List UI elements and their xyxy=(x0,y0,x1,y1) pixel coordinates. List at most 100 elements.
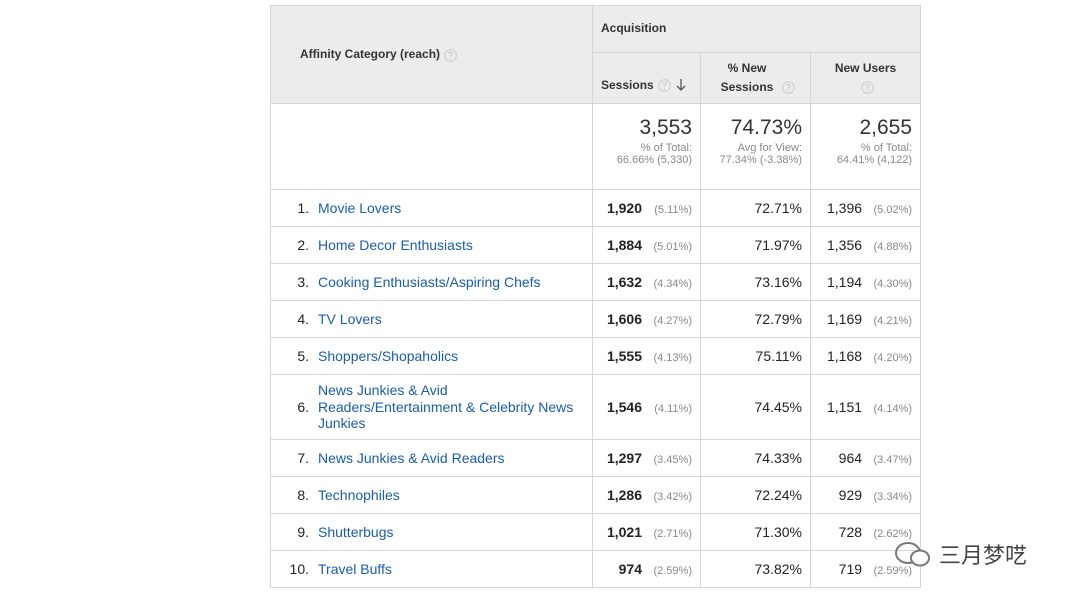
new-users-value: 1,151 xyxy=(826,399,863,415)
watermark-icon xyxy=(895,542,930,567)
column-label: Sessions xyxy=(601,77,654,92)
new-users-share: (5.02%) xyxy=(873,204,913,216)
header-row: Affinity Category (reach) Acquisition xyxy=(270,5,922,104)
help-icon[interactable] xyxy=(782,81,795,95)
new-sessions-cell: 72.79% xyxy=(700,300,811,338)
rank: 5. xyxy=(297,348,309,364)
total-note: % of Total: xyxy=(860,142,913,154)
new-users-value: 719 xyxy=(838,561,863,577)
category-wrap: 6. News Junkies & Avid Readers/Entertainm… xyxy=(279,382,584,432)
new-sessions-cell: 74.45% xyxy=(700,374,811,440)
sessions-cell: 1,546 (4.11%) xyxy=(592,374,701,440)
total-note: Avg for View: xyxy=(737,142,802,154)
sessions-value: 1,021 xyxy=(606,524,642,540)
category-link[interactable]: Movie Lovers xyxy=(318,199,402,216)
help-icon[interactable] xyxy=(444,48,457,62)
new-sessions-cell: 74.33% xyxy=(700,439,811,477)
column-header[interactable]: New Users xyxy=(809,52,922,104)
totals-empty xyxy=(270,103,593,190)
sessions-value: 1,632 xyxy=(606,274,642,290)
totals-row: 3,553% of Total: 66.66% (5,330) 74.73% Avg … xyxy=(270,103,922,190)
category-link[interactable]: Home Decor Enthusiasts xyxy=(318,236,473,253)
rank: 1. xyxy=(297,200,309,216)
category-link[interactable]: Technophiles xyxy=(318,486,400,503)
category-wrap: 10. Travel Buffs xyxy=(279,561,584,578)
sessions-cell: 1,555 (4.13%) xyxy=(592,337,701,375)
category-cell: 7. News Junkies & Avid Readers xyxy=(270,439,593,477)
help-icon[interactable] xyxy=(657,79,671,92)
new-users-cell: 1,168 (4.20%) xyxy=(809,337,922,375)
new-sessions-cell: 71.30% xyxy=(700,513,811,551)
sessions-share: (3.45%) xyxy=(653,454,692,466)
sessions-value: 1,920 xyxy=(606,200,642,216)
sessions-share: (4.34%) xyxy=(653,278,692,290)
new-users-cell: 1,396 (5.02%) xyxy=(809,189,922,227)
new-users-cell: 1,169 (4.21%) xyxy=(809,300,922,338)
total-value: 3,553 xyxy=(639,116,692,139)
sessions-cell: 1,884 (5.01%) xyxy=(592,226,701,264)
sessions-cell: 1,297 (3.45%) xyxy=(592,439,701,477)
data-row: 5. Shoppers/Shopaholics 1,555 (4.13%) 75.11%… xyxy=(270,337,922,375)
sessions-cell: 1,286 (3.42%) xyxy=(592,476,701,514)
sessions-value: 1,546 xyxy=(606,399,642,415)
category-cell: 3. Cooking Enthusiasts/Aspiring Chefs xyxy=(270,263,593,301)
new-users-value: 1,396 xyxy=(826,200,863,216)
column-header[interactable]: Sessions xyxy=(592,52,701,104)
rank: 2. xyxy=(297,237,309,253)
data-row: 3. Cooking Enthusiasts/Aspiring Chefs 1,63… xyxy=(270,263,922,301)
new-users-share: (2.59%) xyxy=(873,565,913,577)
category-wrap: 4. TV Lovers xyxy=(279,311,584,328)
new-users-value: 1,168 xyxy=(826,348,863,364)
sessions-share: (3.42%) xyxy=(653,491,692,503)
new-users-share: (4.88%) xyxy=(873,241,913,253)
total-detail: 66.66% (5,330) xyxy=(616,154,692,166)
sessions-share: (5.01%) xyxy=(653,241,692,253)
sessions-value: 1,555 xyxy=(606,348,642,364)
category-cell: 8. Technophiles xyxy=(270,476,593,514)
new-users-value: 929 xyxy=(838,487,863,503)
column-header[interactable]: % New Sessions xyxy=(700,52,811,104)
new-users-share: (4.21%) xyxy=(873,315,913,327)
sessions-cell: 1,920 (5.11%) xyxy=(592,189,701,227)
sessions-cell: 1,606 (4.27%) xyxy=(592,300,701,338)
new-users-value: 1,194 xyxy=(826,274,863,290)
data-row: 10. Travel Buffs 974 (2.59%) 73.82% 719 (2.59%… xyxy=(270,550,922,588)
new-sessions-cell: 75.11% xyxy=(700,337,811,375)
category-cell: 2. Home Decor Enthusiasts xyxy=(270,226,593,264)
category-link[interactable]: News Junkies & Avid Readers xyxy=(318,449,505,466)
help-icon[interactable] xyxy=(861,81,874,95)
data-row: 6. News Junkies & Avid Readers/Entertainm… xyxy=(270,374,922,440)
sessions-cell: 1,021 (2.71%) xyxy=(592,513,701,551)
category-wrap: 8. Technophiles xyxy=(279,487,584,504)
data-row: 2. Home Decor Enthusiasts 1,884 (5.01%) 71.9… xyxy=(270,226,922,264)
category-link[interactable]: Shutterbugs xyxy=(318,523,394,540)
sessions-value: 1,884 xyxy=(606,237,642,253)
total-cell: 3,553 % of Total: 66.66% (5,330) xyxy=(592,103,701,190)
total-cell: 74.73% Avg for View: 77.34% (-3.38%) xyxy=(700,103,811,190)
new-users-value: 964 xyxy=(838,450,863,466)
new-sessions-cell: 72.71% xyxy=(700,189,811,227)
category-link[interactable]: Cooking Enthusiasts/Aspiring Chefs xyxy=(318,273,541,290)
category-cell: 9. Shutterbugs xyxy=(270,513,593,551)
rank: 8. xyxy=(297,487,309,503)
data-row: 8. Technophiles 1,286 (3.42%) 72.24% 929 (3.34… xyxy=(270,476,922,514)
sessions-share: (4.13%) xyxy=(653,352,692,364)
new-users-share: (3.34%) xyxy=(873,491,913,503)
category-link[interactable]: TV Lovers xyxy=(318,310,382,327)
group-label: Acquisition xyxy=(601,21,667,35)
category-link[interactable]: Travel Buffs xyxy=(318,560,392,577)
category-link[interactable]: News Junkies & Avid Readers/Entertainmen… xyxy=(318,382,574,432)
data-row: 7. News Junkies & Avid Readers 1,297 (3.45%… xyxy=(270,439,922,477)
category-link[interactable]: Shoppers/Shopaholics xyxy=(318,347,459,364)
new-users-cell: 929 (3.34%) xyxy=(809,476,922,514)
sessions-cell: 974 (2.59%) xyxy=(592,550,701,588)
category-cell: 1. Movie Lovers xyxy=(270,189,593,227)
sort-arrow[interactable] xyxy=(675,78,687,92)
total-note: % of Total: xyxy=(640,142,692,154)
sessions-share: (4.11%) xyxy=(654,403,692,415)
column-label: % New Sessions xyxy=(720,61,774,94)
sessions-share: (5.11%) xyxy=(654,204,692,216)
sessions-cell: 1,632 (4.34%) xyxy=(592,263,701,301)
